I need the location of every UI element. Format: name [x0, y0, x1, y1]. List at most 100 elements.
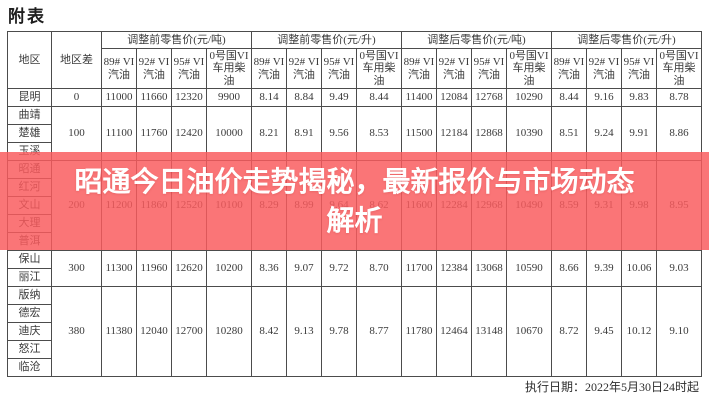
- price-cell: 10590: [506, 250, 552, 287]
- price-cell: 8.72: [551, 286, 587, 377]
- table-row: 版纳 380 11380 12040 12700 10280 8.42 9.13 9.78 8.7…: [7, 286, 702, 377]
- region-diff-cell: 300: [51, 250, 102, 287]
- price-group-header: 调整前零售价(元/吨): [101, 31, 252, 49]
- region-cell: 丽江: [7, 268, 52, 287]
- price-cell: 9.72: [321, 250, 357, 287]
- price-cell: 10670: [506, 286, 552, 377]
- price-cell: 8.91: [286, 106, 322, 161]
- price-cell: 9.83: [621, 88, 657, 107]
- price-cell: 9.78: [321, 286, 357, 377]
- price-cell: 12620: [171, 250, 207, 287]
- page-title: 附表: [8, 7, 46, 26]
- product-header: 92# VI汽油: [586, 48, 622, 89]
- table-row: 临沧: [7, 358, 702, 377]
- product-header: 89# VI汽油: [251, 48, 287, 89]
- price-cell: 10390: [506, 106, 552, 161]
- product-header: 92# VI汽油: [136, 48, 172, 89]
- product-header: 89# VI汽油: [101, 48, 137, 89]
- execution-date: 执行日期：2022年5月30日24时起: [524, 380, 699, 394]
- price-cell: 10280: [206, 286, 252, 377]
- price-cell: 9.49: [321, 88, 357, 107]
- product-header: 95# VI汽油: [321, 48, 357, 89]
- price-cell: 8.42: [251, 286, 287, 377]
- price-group-header: 调整后零售价(元/吨): [401, 31, 552, 49]
- price-cell: 9.10: [656, 286, 702, 377]
- price-cell: 10.06: [621, 250, 657, 287]
- price-cell: 9.24: [586, 106, 622, 161]
- price-cell: 9.07: [286, 250, 322, 287]
- table-row: 怒江: [7, 340, 702, 359]
- price-cell: 12700: [171, 286, 207, 377]
- price-cell: 11760: [136, 106, 172, 161]
- region-cell: 临沧: [7, 358, 52, 377]
- region-cell: 曲靖: [7, 106, 52, 125]
- price-cell: 8.53: [356, 106, 402, 161]
- price-cell: 8.77: [356, 286, 402, 377]
- price-cell: 11380: [101, 286, 137, 377]
- region-column-header: 地区: [7, 31, 52, 89]
- region-cell: 版纳: [7, 286, 52, 305]
- region-cell: 保山: [7, 250, 52, 269]
- price-cell: 11300: [101, 250, 137, 287]
- price-cell: 11500: [401, 106, 437, 161]
- price-cell: 12464: [436, 286, 472, 377]
- region-diff-column-header: 地区差: [51, 31, 102, 89]
- product-header: 95# VI汽油: [621, 48, 657, 89]
- price-cell: 8.44: [356, 88, 402, 107]
- region-diff-cell: 100: [51, 106, 102, 161]
- region-cell: 德宏: [7, 304, 52, 323]
- product-header: 95# VI汽油: [171, 48, 207, 89]
- price-cell: 12320: [171, 88, 207, 107]
- product-header: 0号国VI 车用柴油: [656, 48, 702, 89]
- price-cell: 13148: [471, 286, 507, 377]
- price-cell: 9.13: [286, 286, 322, 377]
- price-cell: 10290: [506, 88, 552, 107]
- price-cell: 12084: [436, 88, 472, 107]
- price-cell: 11700: [401, 250, 437, 287]
- price-cell: 13068: [471, 250, 507, 287]
- price-cell: 11660: [136, 88, 172, 107]
- price-cell: 9.45: [586, 286, 622, 377]
- price-cell: 11960: [136, 250, 172, 287]
- product-header: 92# VI汽油: [436, 48, 472, 89]
- price-cell: 11400: [401, 88, 437, 107]
- region-diff-cell: 0: [51, 88, 102, 107]
- product-header: 95# VI汽油: [471, 48, 507, 89]
- table-row: 曲靖 100 11100 11760 12420 10000 8.21 8.91 9.56 8.5…: [7, 106, 702, 161]
- banner-text-line2: 解析: [326, 205, 383, 236]
- price-cell: 9.03: [656, 250, 702, 287]
- price-cell: 11000: [101, 88, 137, 107]
- overlay-banner: 昭通今日油价走势揭秘，最新报价与市场动态 解析: [0, 152, 709, 250]
- price-group-header: 调整前零售价(元/升): [251, 31, 402, 49]
- price-cell: 9900: [206, 88, 252, 107]
- price-cell: 8.84: [286, 88, 322, 107]
- price-cell: 10200: [206, 250, 252, 287]
- price-cell: 11100: [101, 106, 137, 161]
- price-cell: 9.56: [321, 106, 357, 161]
- region-diff-cell: 380: [51, 286, 102, 377]
- region-cell: 楚雄: [7, 124, 52, 143]
- product-header: 0号国VI 车用柴油: [356, 48, 402, 89]
- price-cell: 12384: [436, 250, 472, 287]
- price-cell: 8.44: [551, 88, 587, 107]
- price-cell: 8.36: [251, 250, 287, 287]
- price-cell: 8.51: [551, 106, 587, 161]
- price-cell: 10000: [206, 106, 252, 161]
- region-cell: 怒江: [7, 340, 52, 359]
- region-cell: 迪庆: [7, 322, 52, 341]
- product-header: 92# VI汽油: [286, 48, 322, 89]
- price-group-header: 调整后零售价(元/升): [551, 31, 702, 49]
- region-cell: 昆明: [7, 88, 52, 107]
- price-cell: 12040: [136, 286, 172, 377]
- price-cell: 8.14: [251, 88, 287, 107]
- product-header: 0号国VI 车用柴油: [506, 48, 552, 89]
- table-row: 保山 300 11300 11960 12620 10200 8.36 9.07 9.72 8.7…: [7, 250, 702, 287]
- table-row: 昆明 0 11000 11660 12320 9900 8.14 8.84 9.49 8.44 11…: [7, 88, 702, 107]
- price-cell: 12768: [471, 88, 507, 107]
- price-cell: 11780: [401, 286, 437, 377]
- price-cell: 12184: [436, 106, 472, 161]
- price-cell: 12868: [471, 106, 507, 161]
- banner-text-line1: 昭通今日油价走势揭秘，最新报价与市场动态: [74, 166, 635, 197]
- price-cell: 10.12: [621, 286, 657, 377]
